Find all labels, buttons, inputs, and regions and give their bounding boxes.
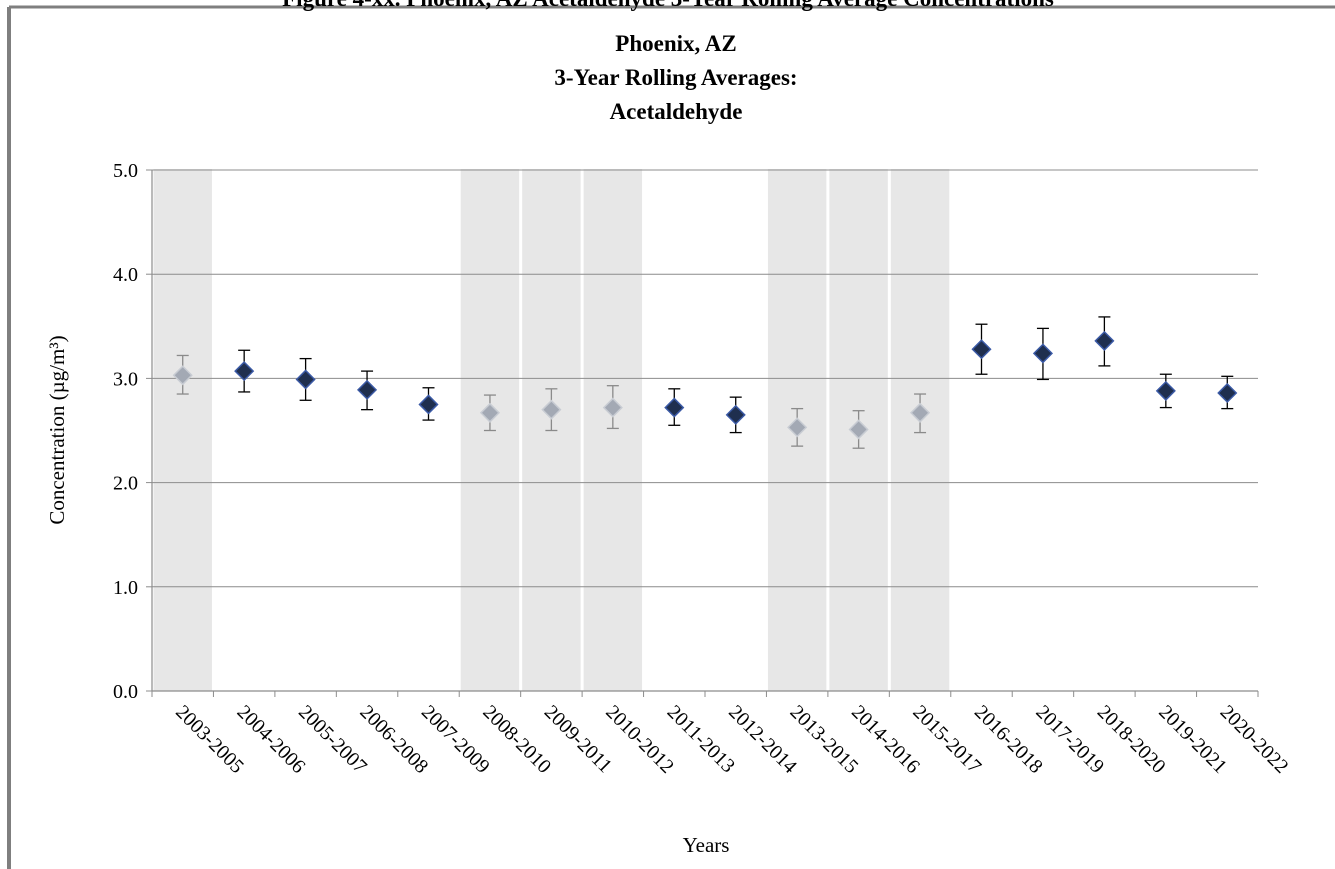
axes: [146, 169, 1259, 697]
data-point-2013-2015: [787, 417, 808, 438]
data-point-2003-2005: [172, 365, 193, 386]
data-point-2014-2016: [848, 419, 869, 440]
data-point-2010-2012: [602, 397, 623, 418]
y-tick-labels: 0.0 1.0 2.0 3.0 4.0 5.0: [113, 160, 138, 703]
data-point-2015-2017: [909, 402, 931, 423]
data-point-2012-2014: [725, 404, 746, 425]
chart-title-line-2: 3-Year Rolling Averages:: [554, 65, 797, 90]
data-point-2011-2013: [664, 397, 685, 418]
data-points: [172, 330, 1238, 440]
x-axis-title: Years: [683, 833, 730, 857]
figure-caption-clipped: Figure 4-xx. Phoenix, AZ Acetaldehyde 3-…: [282, 0, 1054, 11]
chart-title-line-3: Acetaldehyde: [610, 99, 743, 124]
data-point-2005-2007: [295, 369, 316, 390]
gridlines: [152, 169, 1258, 588]
shaded-column-2003-2005: [153, 169, 212, 691]
y-tick-label-3.0: 3.0: [113, 368, 138, 390]
x-tick-labels: 2003-20052004-20062005-20072006-20082007…: [171, 701, 1292, 778]
data-point-2018-2020: [1094, 330, 1115, 351]
y-axis-title: Concentration (µg/m³): [45, 335, 69, 524]
data-point-2004-2006: [234, 361, 255, 382]
y-tick-label-1.0: 1.0: [113, 577, 138, 599]
y-tick-label-5.0: 5.0: [113, 160, 138, 182]
y-tick-label-0.0: 0.0: [113, 681, 138, 703]
data-point-2016-2018: [971, 339, 992, 360]
x-tick-label-2020-2022: 2020-2022: [1216, 701, 1293, 778]
shaded-column-2010-2012: [583, 169, 643, 691]
y-tick-label-4.0: 4.0: [113, 264, 138, 286]
data-point-2007-2009: [418, 394, 439, 415]
y-tick-label-2.0: 2.0: [113, 473, 138, 495]
error-bars: [176, 316, 1234, 449]
chart-title-line-1: Phoenix, AZ: [615, 31, 736, 56]
data-point-2019-2021: [1155, 380, 1176, 401]
data-point-2008-2010: [479, 402, 501, 423]
data-point-2006-2008: [356, 379, 378, 400]
shaded-regions: [153, 169, 950, 691]
data-point-2017-2019: [1032, 343, 1054, 364]
data-point-2020-2022: [1217, 382, 1238, 404]
data-point-2009-2011: [541, 399, 562, 420]
